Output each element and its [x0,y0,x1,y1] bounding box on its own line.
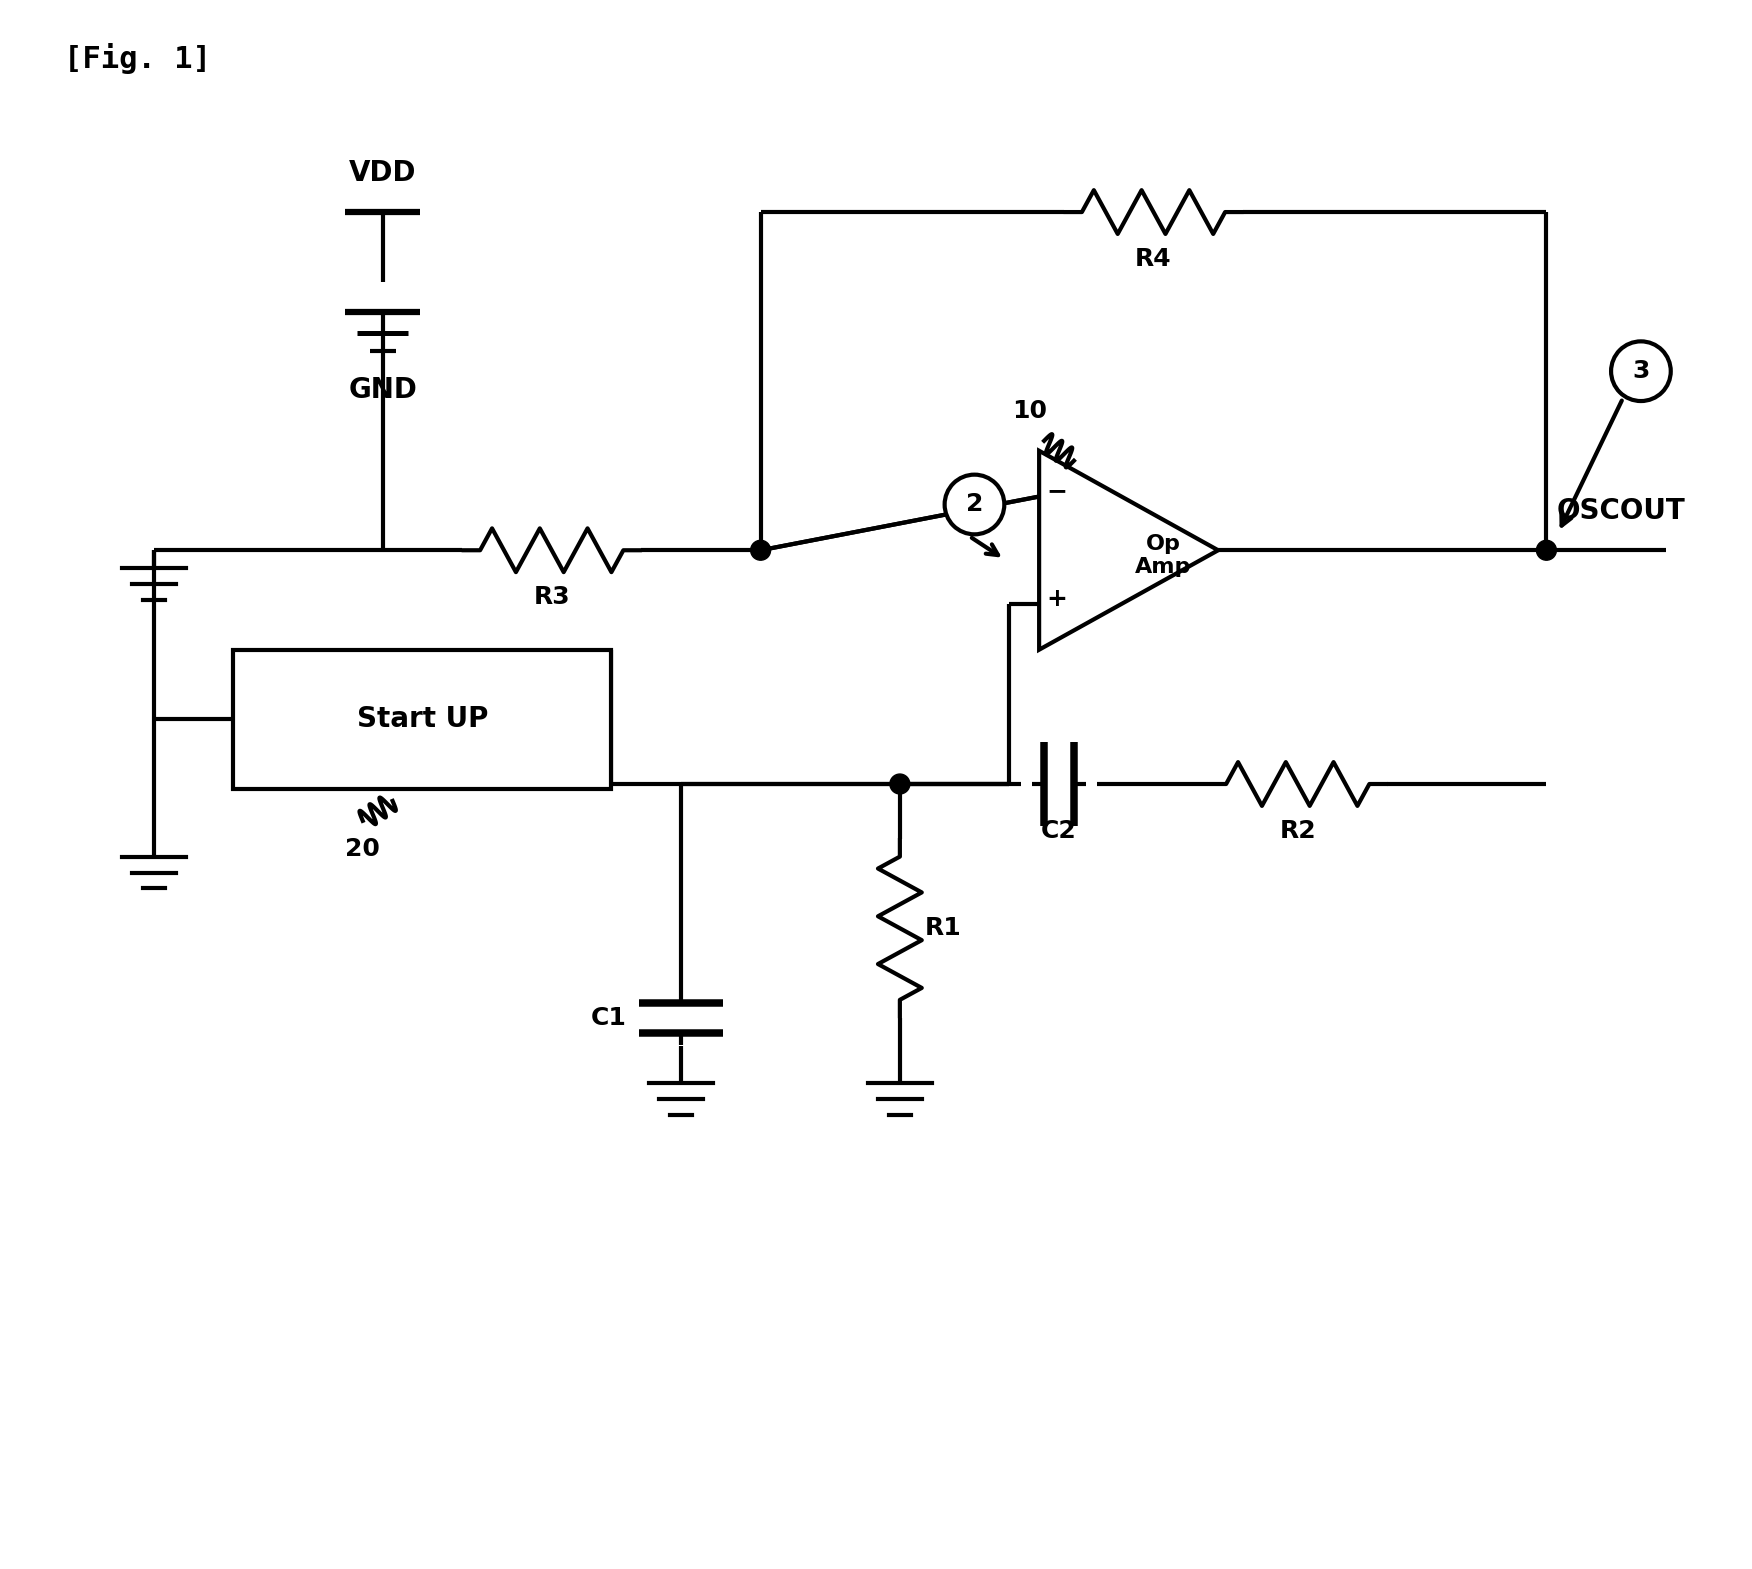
Text: 3: 3 [1633,359,1650,383]
Circle shape [1612,342,1671,402]
Text: −: − [1046,480,1067,504]
Text: 2: 2 [965,493,983,516]
Bar [233,650,611,789]
Text: VDD: VDD [349,158,417,187]
Circle shape [890,774,909,794]
Text: C1: C1 [590,1006,625,1029]
Text: Start UP: Start UP [357,706,489,733]
Text: 10: 10 [1011,399,1046,424]
Text: C2: C2 [1041,819,1077,843]
Text: 20: 20 [345,836,380,861]
Text: R1: R1 [925,916,962,940]
Circle shape [1537,540,1556,560]
Text: GND: GND [349,377,417,405]
Circle shape [944,475,1004,535]
Text: Op
Amp: Op Amp [1135,533,1191,577]
Text: [Fig. 1]: [Fig. 1] [65,42,212,74]
Circle shape [750,540,771,560]
Text: OSCOUT: OSCOUT [1556,497,1685,526]
Text: R4: R4 [1135,246,1172,271]
Text: R2: R2 [1279,819,1316,843]
Text: +: + [1046,587,1067,610]
Text: R3: R3 [533,585,569,609]
